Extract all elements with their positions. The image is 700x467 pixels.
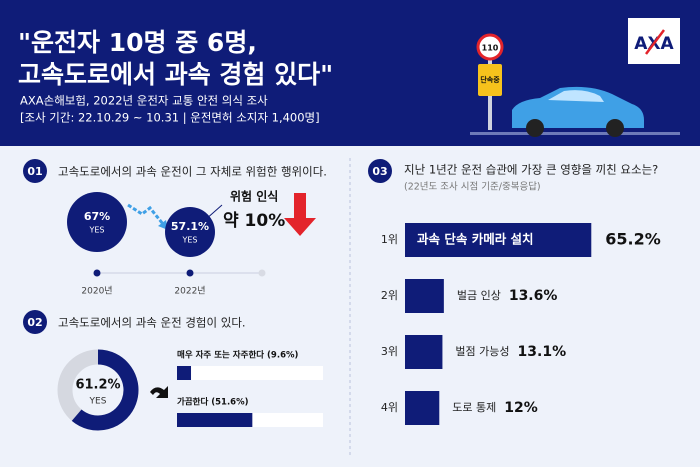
value-label: 57.1% bbox=[171, 220, 209, 233]
car-wheel bbox=[526, 119, 544, 137]
bar-label: 벌점 가능성 bbox=[455, 345, 509, 358]
donut-segment bbox=[71, 349, 139, 431]
value-sub: YES bbox=[88, 226, 104, 235]
value-label: 65.2% bbox=[605, 230, 661, 249]
value-label: 67% bbox=[84, 210, 110, 223]
rank-label: 1위 bbox=[381, 233, 398, 246]
bar-label: 가끔한다 (51.6%) bbox=[177, 397, 249, 408]
logo-slash bbox=[645, 29, 665, 55]
section-badge bbox=[23, 159, 47, 183]
year-label: 2022년 bbox=[174, 286, 205, 297]
bar-label: 매우 자주 또는 자주한다 (9.6%) bbox=[177, 350, 298, 361]
section-number: 03 bbox=[372, 165, 387, 178]
road bbox=[470, 132, 680, 135]
bar bbox=[177, 366, 192, 380]
value-bubble bbox=[165, 207, 215, 257]
value-sub: YES bbox=[181, 236, 197, 245]
timeline-dot bbox=[186, 269, 194, 277]
timeline-dot bbox=[93, 269, 101, 277]
car-window bbox=[548, 90, 604, 102]
value-label: 12% bbox=[504, 400, 538, 416]
logo-box bbox=[628, 18, 680, 64]
source: AXA손해보험, 2022년 운전자 교통 안전 의식 조사 bbox=[20, 94, 268, 108]
bar-label: 도로 통제 bbox=[452, 401, 496, 414]
rank-label: 4위 bbox=[381, 401, 398, 414]
title-line: "운전자 10명 중 6명, bbox=[18, 28, 257, 57]
year-label: 2020년 bbox=[81, 286, 112, 297]
bar-label: 벌금 인상 bbox=[457, 289, 501, 302]
rank-label: 3위 bbox=[381, 345, 398, 358]
speed-sign bbox=[476, 33, 504, 61]
bar bbox=[405, 335, 443, 369]
bar-track bbox=[177, 366, 323, 380]
period: [조사 기간: 22.10.29 ~ 10.31 | 운전면허 소지자 1,40… bbox=[20, 111, 320, 125]
trend-arrow bbox=[127, 203, 165, 225]
donut-sub: YES bbox=[89, 397, 107, 407]
callout-value: 약 10% bbox=[223, 210, 285, 231]
section-title: 지난 1년간 운전 습관에 가장 큰 영향을 끼친 요소는? bbox=[404, 163, 658, 177]
timeline-dot bbox=[258, 269, 266, 277]
rank-label: 2위 bbox=[381, 289, 398, 302]
title-line: 고속도로에서 과속 경험 있다" bbox=[18, 60, 333, 89]
value-label: 13.6% bbox=[509, 288, 558, 304]
bar bbox=[405, 391, 440, 425]
donut-value: 61.2% bbox=[75, 378, 120, 393]
value-bubble bbox=[67, 192, 127, 252]
down-arrow bbox=[284, 193, 316, 236]
bar bbox=[405, 223, 592, 257]
callout-title: 위험 인식 bbox=[230, 189, 278, 204]
section-title: 고속도로에서의 과속 운전이 그 자체로 위험한 행위이다. bbox=[58, 165, 327, 179]
bar bbox=[405, 279, 444, 313]
section-number: 02 bbox=[27, 316, 42, 329]
section-subtitle: (22년도 조사 시점 기준/중복응답) bbox=[404, 181, 541, 193]
section-badge bbox=[23, 310, 47, 334]
car-wheel bbox=[606, 119, 624, 137]
sign-plate-text: 단속중 bbox=[480, 75, 500, 84]
section-number: 01 bbox=[27, 165, 42, 178]
car-body bbox=[512, 86, 644, 128]
bar bbox=[177, 413, 253, 427]
speed-sign-text: 110 bbox=[482, 44, 499, 53]
bar-label: 과속 단속 카메라 설치 bbox=[417, 232, 534, 247]
section-title: 고속도로에서의 과속 운전 경험이 있다. bbox=[58, 316, 246, 330]
section-badge bbox=[368, 159, 392, 183]
sign-plate bbox=[478, 64, 502, 96]
value-label: 13.1% bbox=[518, 344, 567, 360]
pointer-arrow bbox=[150, 386, 168, 398]
